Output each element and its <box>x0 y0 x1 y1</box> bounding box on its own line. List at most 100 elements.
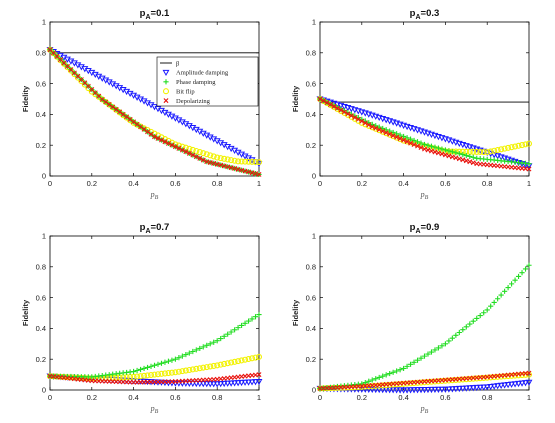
data-point <box>238 158 245 165</box>
data-point <box>414 139 421 145</box>
data-point <box>231 380 239 387</box>
data-point <box>505 284 511 291</box>
data-point <box>487 383 495 391</box>
data-point <box>141 126 147 132</box>
x-tick-label: 0.4 <box>398 393 408 402</box>
data-point <box>373 125 379 131</box>
data-point <box>483 384 491 391</box>
data-point <box>162 359 168 365</box>
data-point <box>252 314 259 320</box>
x-tick-label: 0 <box>318 393 322 402</box>
data-point <box>197 345 203 352</box>
data-point <box>217 155 224 162</box>
data-point <box>361 386 369 393</box>
subplot-title: pA=0.9 <box>410 222 440 235</box>
x-tick-label: 0.2 <box>357 393 367 402</box>
data-point <box>200 344 206 350</box>
data-point <box>210 362 217 369</box>
data-point <box>242 158 249 165</box>
data-point <box>186 350 192 356</box>
data-point <box>148 363 154 369</box>
data-point <box>446 153 452 159</box>
data-point <box>432 149 438 155</box>
data-point <box>504 382 512 389</box>
data-point <box>477 148 484 156</box>
data-point <box>331 103 337 109</box>
data-point <box>169 142 175 148</box>
data-point <box>380 373 386 379</box>
data-point <box>239 167 245 173</box>
data-point <box>417 387 425 394</box>
data-point <box>245 355 252 363</box>
legend-label: Bit flip <box>176 89 195 96</box>
data-point <box>200 364 207 371</box>
data-point <box>327 102 333 108</box>
data-point <box>442 341 448 347</box>
data-point <box>338 107 344 113</box>
data-point <box>462 385 470 392</box>
data-point <box>438 386 446 393</box>
data-point <box>189 366 196 373</box>
data-point <box>352 115 358 120</box>
y-tick-label: 0.6 <box>36 293 46 302</box>
data-point <box>487 148 494 155</box>
data-point <box>158 370 165 377</box>
data-point <box>235 158 242 165</box>
data-point <box>162 139 168 145</box>
data-point <box>491 299 497 306</box>
data-point <box>473 384 481 392</box>
plot-area <box>319 235 530 391</box>
data-point <box>456 151 462 157</box>
data-point <box>231 157 238 164</box>
data-point <box>138 124 144 130</box>
data-point <box>158 360 165 366</box>
data-point <box>390 133 396 139</box>
data-point <box>397 367 403 373</box>
data-point <box>214 154 221 161</box>
data-point <box>147 379 155 386</box>
data-point <box>151 362 158 368</box>
data-point <box>228 157 235 164</box>
data-point <box>148 131 154 137</box>
data-point <box>218 335 224 342</box>
data-point <box>463 152 469 159</box>
data-point <box>161 370 168 377</box>
data-point <box>224 156 231 163</box>
data-point <box>453 332 459 338</box>
data-point <box>522 141 529 148</box>
data-point <box>442 147 448 153</box>
data-point <box>512 277 518 283</box>
data-point <box>210 153 217 160</box>
x-tick-label: 0.2 <box>87 179 97 188</box>
data-point <box>217 361 224 368</box>
data-point <box>456 156 462 162</box>
subplot-title: pA=0.3 <box>410 8 440 21</box>
data-point <box>380 128 386 134</box>
data-point <box>221 333 227 339</box>
data-point <box>480 149 487 156</box>
data-point <box>435 150 441 156</box>
data-point <box>383 130 389 136</box>
data-point <box>397 136 403 142</box>
y-tick-label: 1 <box>42 18 46 27</box>
subplot-1: 0 0.2 0.4 0.6 0.8 1 0 0.2 0.4 0.6 0.8 1 Fidelity pB pA… <box>21 8 263 201</box>
data-point <box>224 360 231 367</box>
data-point <box>369 124 375 130</box>
subplot-title: pA=0.1 <box>140 8 170 21</box>
data-point <box>193 154 199 160</box>
data-point <box>515 273 522 280</box>
y-axis-label: Fidelity <box>21 85 30 112</box>
legend-swatch <box>163 79 169 85</box>
data-point <box>334 105 340 111</box>
data-point <box>407 361 414 367</box>
data-point <box>421 353 428 359</box>
data-point <box>137 366 144 373</box>
data-point <box>526 370 532 376</box>
data-point <box>422 146 427 152</box>
data-point <box>365 386 373 393</box>
data-point <box>428 143 435 149</box>
series-phase-damping <box>47 311 262 380</box>
y-tick-label: 0.4 <box>36 324 46 333</box>
legend-box <box>156 56 259 107</box>
x-tick-label: 0.4 <box>128 179 138 188</box>
